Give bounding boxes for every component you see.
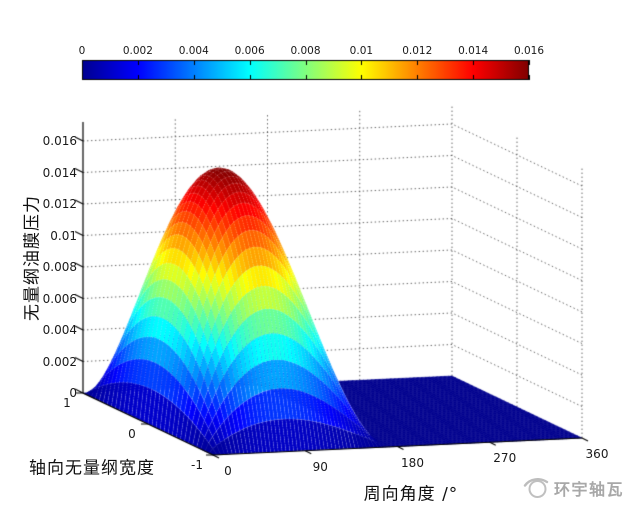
x-tick-label: 0 xyxy=(224,464,232,478)
y-tick-label: -1 xyxy=(191,458,203,472)
colorbar-tick-label: 0.01 xyxy=(349,44,374,57)
colorbar-tick-label: 0.004 xyxy=(178,44,209,57)
z-tick-label: 0.014 xyxy=(42,165,77,180)
watermark: 环宇轴瓦 xyxy=(523,476,624,500)
x-tick-label: 90 xyxy=(312,459,328,474)
x-tick-label: 180 xyxy=(401,455,424,470)
z-tick-label: 0.006 xyxy=(42,291,77,306)
colorbar-tick-label: 0.008 xyxy=(290,44,321,57)
watermark-text: 环宇轴瓦 xyxy=(554,480,625,499)
colorbar-tick-label: 0.012 xyxy=(402,44,433,57)
colorbar-tick-label: 0.006 xyxy=(234,44,265,57)
z-tick-label: 0.01 xyxy=(50,228,77,243)
z-tick-label: 0.016 xyxy=(42,134,77,148)
z-tick-label: 0.012 xyxy=(42,197,77,211)
watermark-logo-icon xyxy=(523,478,549,498)
z-axis-label: 无量纲油膜压力 xyxy=(22,195,43,321)
colorbar-tick-label: 0.016 xyxy=(513,44,545,57)
colorbar-tick-label: 0.014 xyxy=(458,44,489,57)
y-tick-label: 0 xyxy=(128,427,136,441)
x-tick-label: 270 xyxy=(493,451,517,466)
z-tick-label: 0.002 xyxy=(42,354,77,369)
z-tick-label: 0.004 xyxy=(42,323,77,337)
x-tick-label: 360 xyxy=(585,447,609,461)
x-axis-label: 周向角度 /° xyxy=(363,484,459,505)
z-tick-label: 0 xyxy=(69,386,77,400)
y-tick-label: 1 xyxy=(63,396,71,410)
y-axis-label: 轴向无量纲宽度 xyxy=(29,458,155,479)
z-tick-label: 0.008 xyxy=(42,260,77,274)
colorbar-tick-label: 0 xyxy=(78,44,86,57)
colorbar-tick-label: 0.002 xyxy=(122,44,153,57)
